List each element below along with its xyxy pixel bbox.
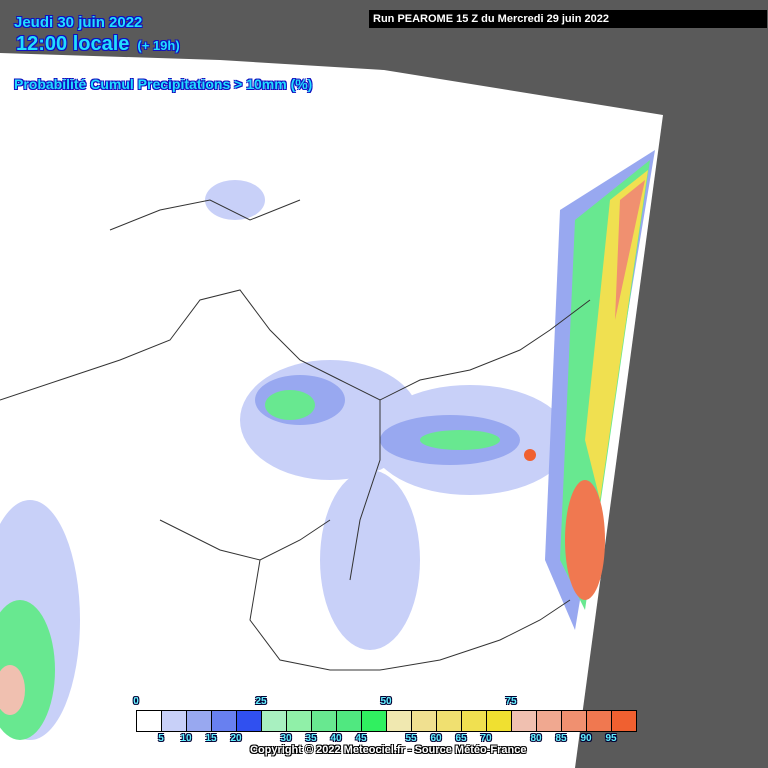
legend-swatch xyxy=(187,711,212,731)
copyright: Copyright © 2022 Meteociel.fr - Source M… xyxy=(250,744,527,756)
legend-label: 35 xyxy=(305,733,317,744)
legend-label: 70 xyxy=(480,733,492,744)
legend-swatch xyxy=(337,711,362,731)
forecast-time: 12:00 locale (+ 19h) xyxy=(16,33,180,56)
legend-swatch xyxy=(162,711,187,731)
lead-time: (+ 19h) xyxy=(137,38,180,53)
legend-swatch xyxy=(462,711,487,731)
legend-swatch xyxy=(262,711,287,731)
legend-swatch xyxy=(512,711,537,731)
legend-label: 15 xyxy=(205,733,217,744)
legend-swatch xyxy=(362,711,387,731)
legend-swatch xyxy=(137,711,162,731)
legend-label: 20 xyxy=(230,733,242,744)
legend-label: 50 xyxy=(380,696,392,707)
legend-label: 30 xyxy=(280,733,292,744)
map-title: Probabilité Cumul Precipitations > 10mm … xyxy=(14,76,313,92)
country-borders xyxy=(0,199,591,671)
legend-label: 25 xyxy=(255,696,267,707)
legend-swatch xyxy=(612,711,636,731)
legend-swatch xyxy=(562,711,587,731)
legend-label: 0 xyxy=(133,696,139,707)
legend-label: 90 xyxy=(580,733,592,744)
legend-label: 80 xyxy=(530,733,542,744)
legend-swatch xyxy=(487,711,512,731)
forecast-date: Jeudi 30 juin 2022 xyxy=(14,14,143,31)
legend-label: 65 xyxy=(455,733,467,744)
legend-label: 85 xyxy=(555,733,567,744)
legend-label: 45 xyxy=(355,733,367,744)
legend-swatch xyxy=(237,711,262,731)
local-time: 12:00 locale xyxy=(16,33,130,55)
run-info: Run PEAROME 15 Z du Mercredi 29 juin 202… xyxy=(369,10,767,28)
legend-label: 75 xyxy=(505,696,517,707)
precipitation-areas xyxy=(0,150,655,740)
legend-label: 55 xyxy=(405,733,417,744)
color-legend xyxy=(136,710,637,732)
legend-swatch xyxy=(312,711,337,731)
legend-swatch xyxy=(587,711,612,731)
legend-swatch xyxy=(412,711,437,731)
legend-label: 5 xyxy=(158,733,164,744)
legend-label: 60 xyxy=(430,733,442,744)
legend-swatch xyxy=(437,711,462,731)
legend-swatch xyxy=(537,711,562,731)
legend-label: 95 xyxy=(605,733,617,744)
legend-swatch xyxy=(387,711,412,731)
legend-swatch xyxy=(287,711,312,731)
legend-label: 10 xyxy=(180,733,192,744)
legend-label: 40 xyxy=(330,733,342,744)
legend-swatch xyxy=(212,711,237,731)
